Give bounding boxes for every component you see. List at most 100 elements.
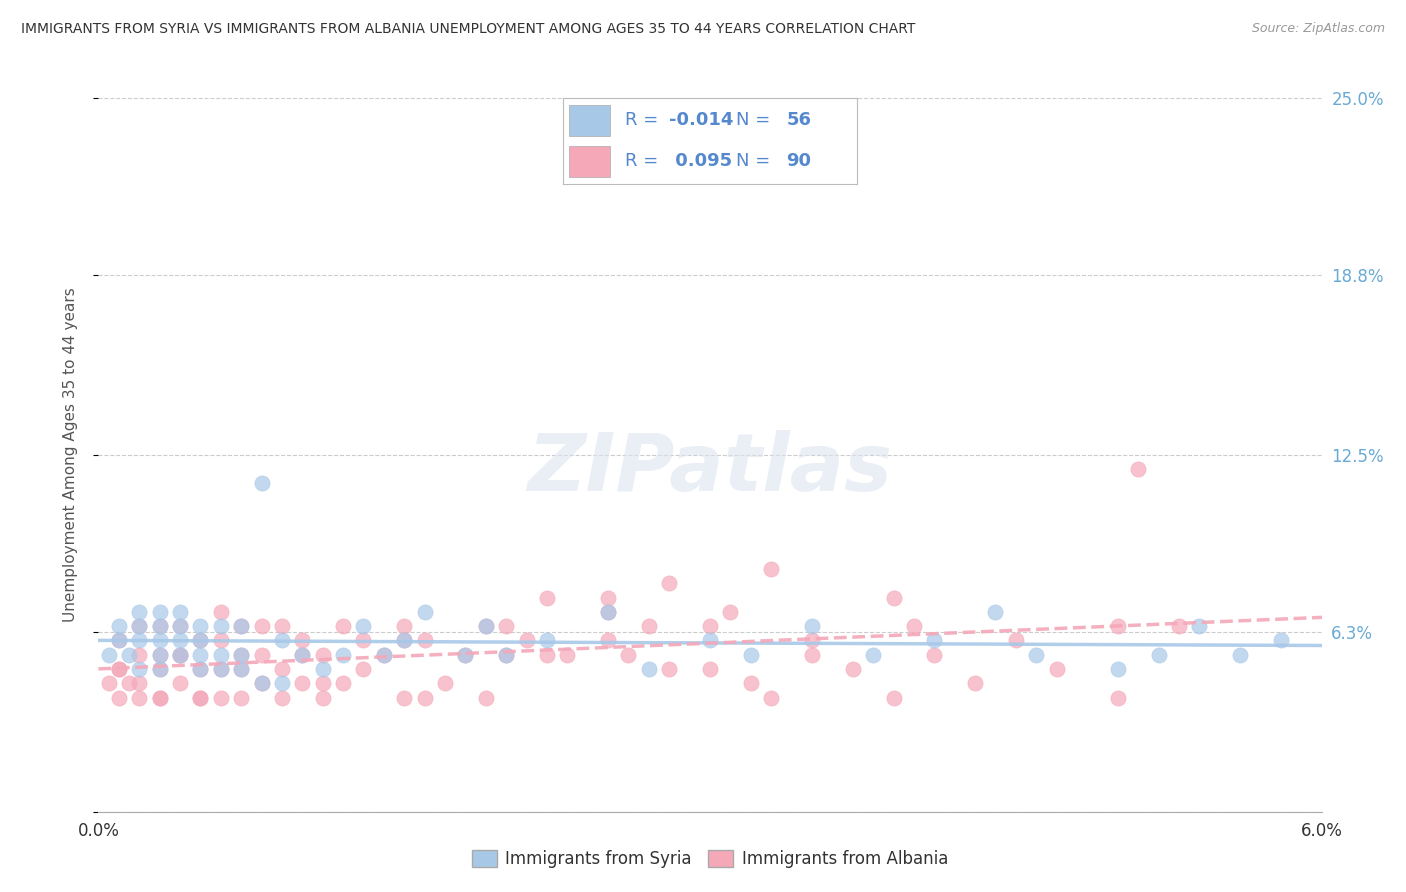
Point — [1045, 662, 1069, 676]
Point — [250, 619, 273, 633]
Point — [433, 676, 456, 690]
Point — [740, 676, 762, 690]
Point — [311, 676, 335, 690]
Point — [270, 662, 292, 676]
Point — [658, 576, 681, 591]
Point — [188, 633, 212, 648]
Point — [984, 605, 1007, 619]
Point — [149, 648, 172, 662]
Point — [311, 662, 335, 676]
Point — [699, 662, 721, 676]
Point — [555, 648, 579, 662]
Point — [291, 676, 314, 690]
Point — [149, 648, 172, 662]
Point — [231, 648, 253, 662]
Point — [270, 690, 292, 705]
Point — [536, 591, 558, 605]
Point — [598, 591, 620, 605]
Point — [188, 619, 212, 633]
Point — [291, 648, 314, 662]
Point — [108, 633, 131, 648]
Point — [149, 633, 172, 648]
Point — [413, 633, 436, 648]
Point — [209, 662, 232, 676]
Point — [332, 676, 354, 690]
Point — [1229, 648, 1251, 662]
Point — [699, 633, 721, 648]
Point — [801, 633, 824, 648]
Point — [169, 605, 191, 619]
Point — [169, 619, 191, 633]
Point — [169, 648, 191, 662]
Point — [1107, 690, 1129, 705]
Point — [231, 619, 253, 633]
Point — [617, 648, 640, 662]
Point — [883, 591, 905, 605]
Point — [352, 619, 374, 633]
Point — [883, 690, 905, 705]
Point — [454, 648, 477, 662]
Point — [149, 619, 172, 633]
Point — [658, 662, 681, 676]
Point — [209, 605, 232, 619]
Point — [149, 619, 172, 633]
Point — [1107, 619, 1129, 633]
Point — [128, 662, 150, 676]
Text: IMMIGRANTS FROM SYRIA VS IMMIGRANTS FROM ALBANIA UNEMPLOYMENT AMONG AGES 35 TO 4: IMMIGRANTS FROM SYRIA VS IMMIGRANTS FROM… — [21, 22, 915, 37]
Point — [373, 648, 395, 662]
Point — [801, 648, 824, 662]
Point — [454, 648, 477, 662]
Point — [231, 662, 253, 676]
Y-axis label: Unemployment Among Ages 35 to 44 years: Unemployment Among Ages 35 to 44 years — [63, 287, 77, 623]
Point — [311, 648, 335, 662]
Point — [108, 619, 131, 633]
Point — [97, 648, 120, 662]
Point — [841, 662, 863, 676]
Point — [169, 633, 191, 648]
Point — [128, 633, 150, 648]
Point — [474, 690, 498, 705]
Point — [1270, 633, 1292, 648]
Point — [474, 619, 498, 633]
Point — [250, 648, 273, 662]
Point — [598, 605, 620, 619]
Point — [188, 690, 212, 705]
Point — [536, 648, 558, 662]
Point — [332, 648, 354, 662]
Point — [188, 662, 212, 676]
Point — [209, 619, 232, 633]
Point — [188, 648, 212, 662]
Point — [637, 619, 661, 633]
Point — [188, 633, 212, 648]
Point — [392, 690, 416, 705]
Point — [598, 605, 620, 619]
Point — [495, 619, 517, 633]
Point — [598, 633, 620, 648]
Point — [373, 648, 395, 662]
Point — [922, 633, 945, 648]
Point — [231, 662, 253, 676]
Point — [108, 690, 131, 705]
Point — [637, 662, 661, 676]
Point — [188, 690, 212, 705]
Point — [108, 662, 131, 676]
Point — [231, 690, 253, 705]
Point — [1025, 648, 1047, 662]
Point — [128, 690, 150, 705]
Point — [270, 633, 292, 648]
Point — [209, 690, 232, 705]
Point — [474, 619, 498, 633]
Point — [801, 619, 824, 633]
Point — [963, 676, 986, 690]
Point — [128, 619, 150, 633]
Point — [761, 562, 783, 576]
Point — [149, 690, 172, 705]
Point — [536, 633, 558, 648]
Point — [516, 633, 538, 648]
Point — [922, 648, 945, 662]
Point — [250, 676, 273, 690]
Point — [250, 676, 273, 690]
Point — [118, 676, 141, 690]
Point — [169, 648, 191, 662]
Point — [1147, 648, 1170, 662]
